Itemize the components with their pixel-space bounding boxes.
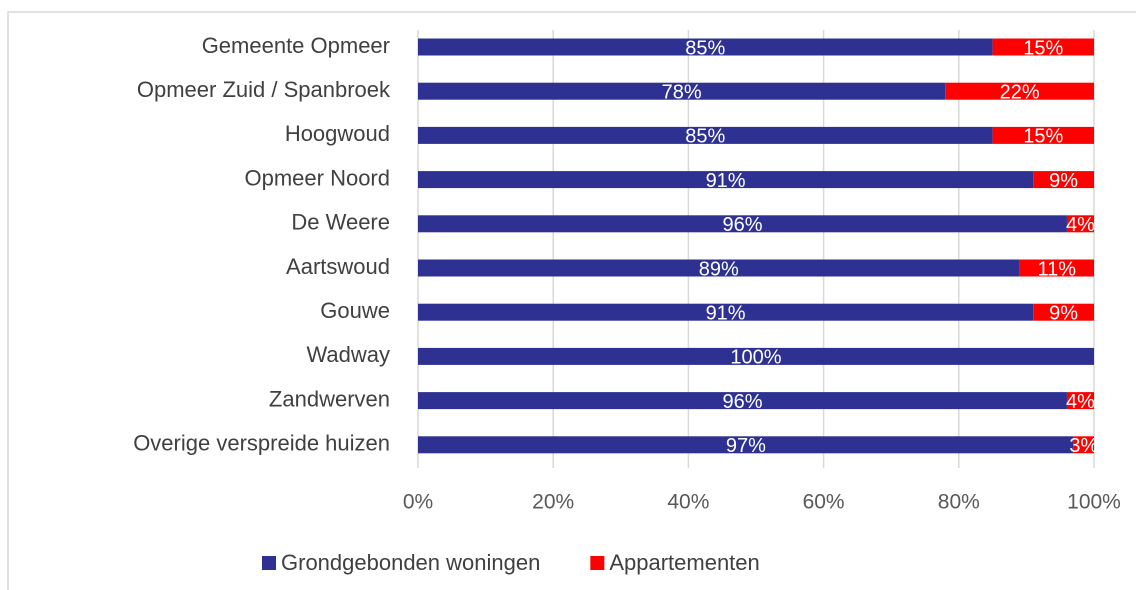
data-label: 15%	[1023, 37, 1063, 59]
y-tick-label: Wadway	[306, 342, 390, 367]
data-label: 78%	[662, 81, 702, 103]
bar-segment	[418, 436, 1074, 454]
data-label: 11%	[1038, 258, 1077, 280]
labels: 0% 20% 40% 60% 80% 100% Gemeente Opmeer 85% 15% O…	[133, 33, 1121, 575]
legend-label: Grondgebonden woningen	[281, 550, 540, 575]
data-label: 97%	[726, 435, 766, 457]
y-tick-label: Hoogwoud	[285, 121, 390, 146]
bar-segment	[418, 82, 946, 100]
data-label: 96%	[722, 214, 762, 236]
bar-segment	[418, 303, 1034, 321]
bar-segment	[418, 171, 1034, 189]
x-tick-label: 60%	[803, 491, 845, 514]
data-label: 100%	[730, 347, 781, 369]
data-label: 85%	[685, 37, 725, 59]
y-tick-label: Gemeente Opmeer	[202, 33, 390, 58]
bar-segment	[945, 82, 1094, 100]
y-tick-label: Opmeer Noord	[244, 165, 390, 190]
x-tick-label: 40%	[667, 491, 709, 514]
bar-segment	[992, 126, 1094, 144]
bar-segment	[418, 38, 993, 56]
chart-frame	[7, 11, 1136, 590]
data-label: 4%	[1066, 214, 1095, 236]
bar-segment	[1033, 303, 1094, 321]
bar-segment	[418, 126, 993, 144]
data-label: 91%	[706, 170, 746, 192]
y-tick-label: Zandwerven	[269, 386, 390, 411]
data-label: 85%	[685, 126, 725, 148]
y-tick-label: Opmeer Zuid / Spanbroek	[137, 77, 391, 102]
data-label: 89%	[699, 258, 739, 280]
x-tick-label: 20%	[532, 491, 574, 514]
legend-swatch	[590, 556, 605, 570]
bar-segment	[992, 38, 1094, 56]
data-label: 22%	[1000, 81, 1040, 103]
legend-label: Appartementen	[609, 550, 759, 575]
bar-segment	[418, 392, 1067, 410]
y-tick-label: Gouwe	[320, 298, 390, 323]
data-label: 15%	[1023, 126, 1063, 148]
x-tick-label: 100%	[1067, 491, 1121, 514]
bars	[418, 38, 1094, 454]
y-tick-label: Aartswoud	[286, 254, 390, 279]
bar-segment	[1033, 171, 1094, 189]
bar-segment	[1073, 436, 1094, 454]
data-label: 9%	[1049, 302, 1078, 324]
bar-segment	[1019, 259, 1094, 277]
bar-segment	[418, 347, 1094, 365]
data-label: 96%	[722, 391, 762, 413]
bar-segment	[418, 215, 1067, 233]
bar-segment	[1066, 215, 1094, 233]
data-label: 3%	[1069, 435, 1098, 457]
data-label: 9%	[1049, 170, 1078, 192]
bar-segment	[418, 259, 1020, 277]
legend-swatch	[262, 556, 276, 570]
x-tick-label: 0%	[403, 491, 433, 514]
data-label: 91%	[706, 302, 746, 324]
y-tick-label: De Weere	[291, 210, 390, 235]
x-tick-label: 80%	[938, 491, 980, 514]
y-tick-label: Overige verspreide huizen	[133, 431, 390, 456]
bar-segment	[1066, 392, 1094, 410]
data-label: 4%	[1066, 391, 1095, 413]
